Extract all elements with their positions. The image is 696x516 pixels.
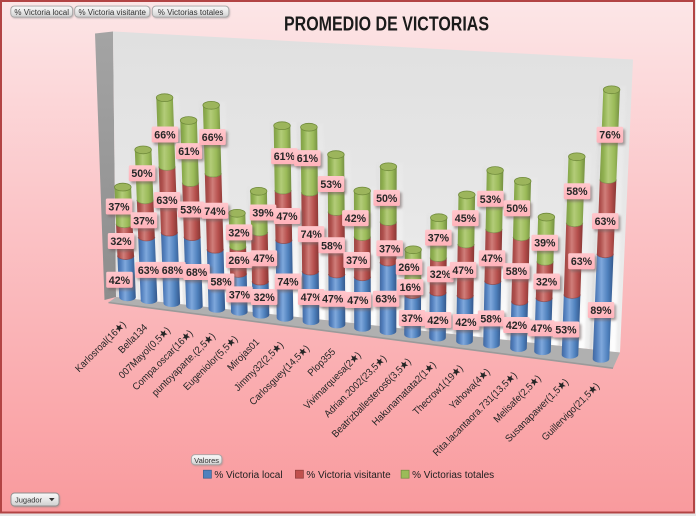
svg-text:): )	[592, 381, 602, 391]
svg-text:): )	[353, 350, 363, 360]
svg-text:58%: 58%	[210, 277, 232, 289]
svg-text:53%: 53%	[180, 205, 202, 217]
svg-text:42%: 42%	[345, 213, 367, 225]
svg-text:47%: 47%	[452, 265, 474, 277]
svg-text:76%: 76%	[599, 130, 621, 142]
svg-text:% Victorias totales: % Victorias totales	[158, 8, 224, 17]
svg-text:): )	[163, 325, 173, 335]
svg-text:37%: 37%	[379, 243, 401, 255]
svg-text:47%: 47%	[253, 253, 275, 265]
svg-text:32%: 32%	[110, 236, 132, 248]
svg-text:58%: 58%	[566, 186, 588, 198]
svg-text:% Victoria visitante: % Victoria visitante	[78, 8, 146, 17]
svg-text:42%: 42%	[109, 275, 131, 287]
svg-text:37%: 37%	[108, 202, 130, 214]
svg-text:% Victoria local: % Victoria local	[214, 470, 282, 481]
svg-text:39%: 39%	[534, 238, 556, 250]
svg-text:74%: 74%	[277, 277, 299, 289]
svg-text:74%: 74%	[204, 206, 226, 218]
svg-text:68%: 68%	[186, 267, 208, 279]
svg-text:): )	[428, 360, 438, 370]
svg-text:53%: 53%	[480, 194, 502, 206]
svg-text:47%: 47%	[347, 295, 369, 307]
svg-text:32%: 32%	[228, 227, 250, 239]
svg-text:): )	[302, 343, 312, 353]
svg-text:): )	[208, 331, 218, 341]
svg-text:66%: 66%	[202, 132, 224, 144]
svg-text:58%: 58%	[321, 240, 343, 252]
svg-text:26%: 26%	[228, 255, 250, 267]
svg-text:): )	[276, 340, 286, 350]
svg-text:66%: 66%	[154, 130, 176, 142]
svg-text:42%: 42%	[427, 315, 449, 327]
svg-text:37%: 37%	[133, 215, 155, 227]
svg-text:): )	[533, 373, 543, 383]
svg-text:53%: 53%	[320, 179, 342, 191]
svg-text:42%: 42%	[506, 320, 528, 332]
svg-text:PROMEDIO DE VICTORIAS: PROMEDIO DE VICTORIAS	[284, 13, 489, 36]
svg-text:37%: 37%	[229, 289, 251, 301]
svg-text:50%: 50%	[131, 168, 153, 180]
svg-text:42%: 42%	[455, 317, 477, 329]
svg-text:63%: 63%	[595, 216, 617, 228]
svg-text:61%: 61%	[274, 151, 296, 163]
svg-text:45%: 45%	[455, 213, 477, 225]
svg-text:Valores: Valores	[194, 456, 219, 465]
svg-text:): )	[561, 377, 571, 387]
svg-text:63%: 63%	[571, 256, 593, 268]
svg-text:% Victorias totales: % Victorias totales	[412, 470, 494, 481]
svg-text:39%: 39%	[252, 208, 274, 220]
svg-text:): )	[509, 370, 519, 380]
svg-text:63%: 63%	[156, 195, 178, 207]
svg-text:32%: 32%	[254, 292, 276, 304]
svg-text:32%: 32%	[536, 277, 558, 289]
svg-text:): )	[185, 328, 195, 338]
svg-text:68%: 68%	[162, 265, 184, 277]
svg-text:47%: 47%	[481, 253, 503, 265]
svg-text:32%: 32%	[430, 269, 452, 281]
svg-text:16%: 16%	[400, 282, 422, 294]
svg-text:% Victoria local: % Victoria local	[14, 8, 69, 17]
svg-text:74%: 74%	[301, 229, 323, 241]
svg-text:89%: 89%	[590, 305, 612, 317]
svg-text:58%: 58%	[480, 313, 502, 325]
svg-text:61%: 61%	[178, 146, 200, 158]
svg-text:47%: 47%	[276, 211, 298, 223]
svg-text:61%: 61%	[297, 153, 319, 165]
svg-text:50%: 50%	[376, 193, 398, 205]
svg-text:): )	[379, 353, 389, 363]
svg-text:): )	[455, 363, 465, 373]
svg-text:47%: 47%	[531, 323, 553, 335]
svg-text:47%: 47%	[322, 294, 344, 306]
svg-text:58%: 58%	[506, 266, 528, 278]
svg-text:47%: 47%	[301, 292, 323, 304]
svg-text:Jugador: Jugador	[15, 495, 43, 504]
svg-text:63%: 63%	[375, 294, 397, 306]
svg-text:50%: 50%	[506, 203, 528, 215]
svg-text:): )	[230, 334, 240, 344]
svg-text:% Victoria visitante: % Victoria visitante	[306, 470, 391, 481]
svg-text:37%: 37%	[428, 233, 450, 245]
svg-text:53%: 53%	[555, 325, 577, 337]
svg-text:): )	[403, 356, 413, 366]
svg-text:37%: 37%	[346, 255, 368, 267]
svg-text:37%: 37%	[401, 313, 423, 325]
svg-text:26%: 26%	[398, 262, 420, 274]
svg-text:): )	[118, 319, 128, 329]
svg-text:): )	[482, 367, 492, 377]
svg-text:63%: 63%	[138, 265, 160, 277]
